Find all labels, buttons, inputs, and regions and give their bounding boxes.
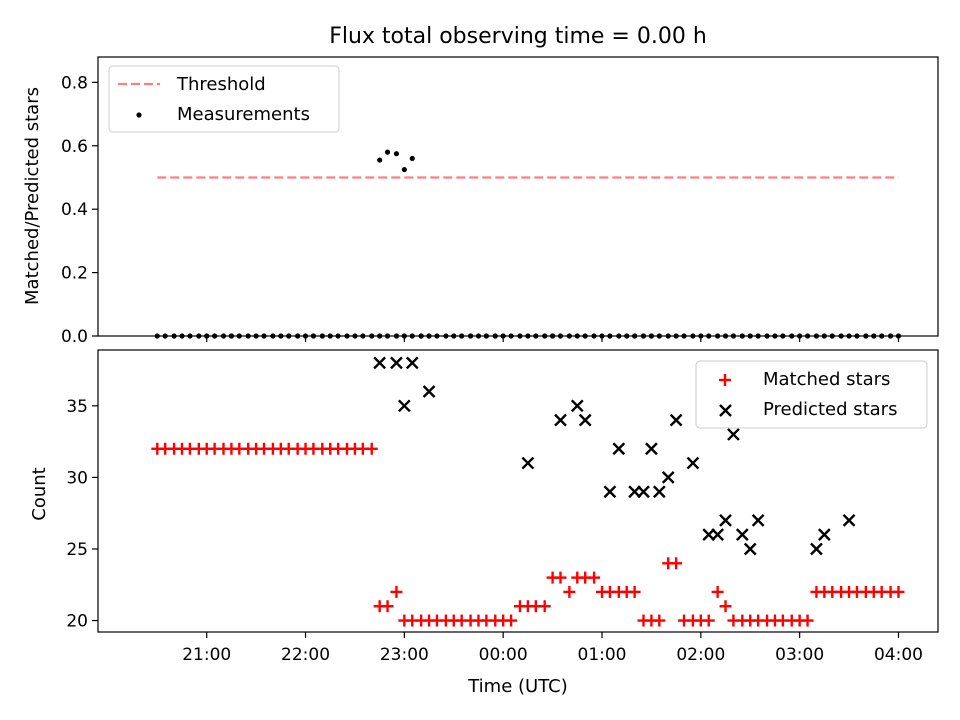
predicted-star-point <box>405 356 419 370</box>
predicted-star-point <box>743 542 757 556</box>
predicted-star-point <box>719 513 732 527</box>
predicted-star-point <box>735 528 749 542</box>
bottom-x-tick-label: 01:00 <box>578 645 627 665</box>
predicted-star-point <box>686 456 700 470</box>
bottom-x-tick-label: 22:00 <box>281 645 330 665</box>
bottom-panel: 20 25 30 35 21:00 22:00 23:00 00:00 01:00 02:00 03… <box>29 349 939 697</box>
predicted-star-point <box>727 428 740 441</box>
measurement-point <box>384 149 391 155</box>
predicted-star-point <box>398 399 411 413</box>
matched-star-point <box>381 600 394 613</box>
predicted-star-point <box>645 442 658 456</box>
measurement-point <box>393 151 400 157</box>
matched-star-point <box>628 585 641 598</box>
predicted-star-point <box>751 513 765 527</box>
legend-measurements-swatch <box>136 112 142 118</box>
top-y-tick-label: 0.4 <box>61 200 88 220</box>
predicted-star-point <box>554 413 567 427</box>
bottom-ticks: 20 25 30 35 21:00 22:00 23:00 00:00 01:00 02:00 03… <box>66 397 923 665</box>
predicted-star-point <box>373 356 386 370</box>
bottom-y-tick-label: 30 <box>66 468 88 488</box>
matched-star-point <box>563 585 576 598</box>
matched-star-point <box>505 614 518 627</box>
top-y-tick-label: 0.6 <box>61 137 88 157</box>
matched-star-point <box>702 614 715 627</box>
bottom-y-axis-label: Count <box>29 467 50 520</box>
legend-measurements-label: Measurements <box>177 104 310 125</box>
top-y-tick-label: 0.0 <box>61 327 88 347</box>
measurement-point <box>401 166 407 173</box>
predicted-star-point <box>422 385 436 398</box>
bottom-x-tick-label: 00:00 <box>479 645 528 665</box>
predicted-star-point <box>390 356 403 370</box>
predicted-star-point <box>810 542 823 556</box>
matched-star-point <box>554 571 567 584</box>
bottom-x-tick-label: 23:00 <box>380 645 429 665</box>
bottom-y-tick-label: 25 <box>66 540 88 560</box>
predicted-star-point <box>578 413 592 427</box>
legend-matched-label: Matched stars <box>763 369 890 390</box>
matched-star-point <box>538 600 551 613</box>
matched-star-point <box>892 585 905 598</box>
bottom-predicted-points <box>373 356 856 556</box>
top-chart-title: Flux total observing time = 0.00 h <box>329 24 707 49</box>
predicted-star-point <box>711 528 724 542</box>
predicted-star-point <box>637 485 650 499</box>
predicted-star-point <box>521 456 535 470</box>
matched-star-point <box>719 600 732 613</box>
bottom-plot-frame <box>97 349 939 633</box>
bottom-x-tick-label: 21:00 <box>182 645 231 665</box>
bottom-x-tick-label: 02:00 <box>676 645 725 665</box>
top-y-tick-label: 0.8 <box>61 73 88 93</box>
legend-predicted-label: Predicted stars <box>763 399 897 420</box>
bottom-legend-box <box>695 360 928 429</box>
measurement-point <box>409 155 415 162</box>
top-plot-frame <box>97 56 939 337</box>
predicted-star-point <box>669 413 683 427</box>
bottom-x-tick-label: 03:00 <box>775 645 824 665</box>
top-ticks: 0.0 0.2 0.4 0.6 0.8 <box>61 73 900 347</box>
legend-threshold-label: Threshold <box>176 74 266 95</box>
bottom-x-axis-label: Time (UTC) <box>467 676 568 697</box>
predicted-star-point <box>842 513 856 527</box>
top-y-axis-label: Matched/Predicted stars <box>22 87 43 305</box>
top-legend-box <box>108 65 340 133</box>
matched-star-point <box>390 585 403 598</box>
matched-star-point <box>801 614 814 627</box>
measurement-point <box>377 157 383 163</box>
bottom-x-tick-label: 04:00 <box>874 645 923 665</box>
predicted-star-point <box>612 442 626 456</box>
matched-star-point <box>711 585 724 598</box>
top-y-tick-label: 0.2 <box>61 264 88 284</box>
predicted-star-point <box>661 471 675 484</box>
matched-star-point <box>588 571 601 584</box>
matched-star-point <box>365 442 378 455</box>
predicted-star-point <box>603 485 617 499</box>
top-legend: Threshold Measurements <box>108 65 340 133</box>
legend-matched-swatch <box>719 374 731 386</box>
top-panel: 0.00.20.40.60.8 Matched/Predicted stars … <box>22 56 939 347</box>
matched-star-point <box>670 557 683 570</box>
bottom-y-tick-label: 20 <box>66 612 88 632</box>
bottom-matched-points <box>151 442 905 627</box>
bottom-legend: Matched stars Predicted stars <box>695 360 928 429</box>
predicted-star-point <box>818 528 831 542</box>
legend-predicted-swatch <box>719 404 732 417</box>
predicted-star-point <box>652 485 666 499</box>
bottom-y-tick-label: 35 <box>66 397 88 417</box>
predicted-star-point <box>570 399 584 413</box>
matched-star-point <box>653 614 666 627</box>
